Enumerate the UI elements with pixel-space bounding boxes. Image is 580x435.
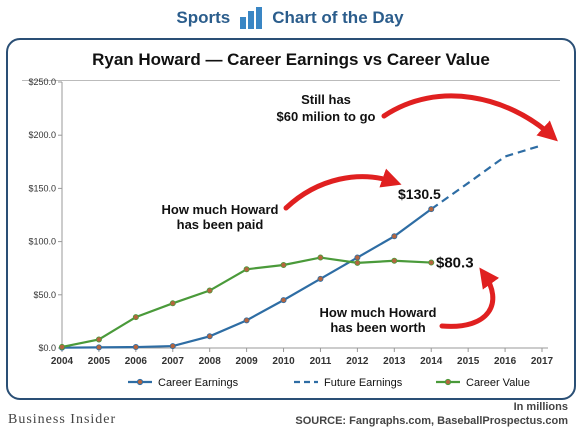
x-tick-label: 2008 [199,356,222,367]
x-tick-label: 2015 [457,356,480,367]
x-tick-label: 2012 [346,356,369,367]
units-note: In millions [513,401,568,413]
data-point [243,317,250,324]
bar-logo-icon [240,7,263,29]
data-point [59,343,66,350]
data-point [206,333,213,340]
data-point [280,262,287,269]
data-point [95,336,102,343]
x-tick-label: 2016 [494,356,517,367]
legend-label: Career Earnings [158,377,239,389]
data-point [354,259,361,266]
paid-callout: has been paid [177,217,264,232]
legend-label: Future Earnings [324,377,403,389]
value-end-label: $80.3 [436,255,474,272]
data-point [391,233,398,240]
data-point [206,287,213,294]
data-point [428,259,435,266]
series-line-future-earnings [430,144,543,211]
x-tick-label: 2010 [272,356,295,367]
paid-callout: How much Howard [161,202,278,217]
business-insider-logo: Business Insider [8,412,117,427]
x-tick-label: 2011 [310,356,332,367]
chart-card: Ryan Howard — Career Earnings vs Career … [6,38,576,400]
y-tick-label: $250.0 [28,77,56,87]
y-tick-label: $150.0 [28,183,56,193]
data-point [354,254,361,261]
y-tick-label: $50.0 [33,290,56,300]
still-has-callout: Still has [301,92,351,107]
data-point [317,254,324,261]
data-point [169,300,176,307]
chart-title: Ryan Howard — Career Earnings vs Career … [92,50,490,69]
x-tick-label: 2013 [383,356,406,367]
y-tick-label: $0.0 [38,343,56,353]
title-divider [22,80,560,81]
legend-label: Career Value [466,377,530,389]
data-point [317,275,324,282]
data-point [132,314,139,321]
x-tick-label: 2007 [162,356,185,367]
worth-callout: How much Howard [319,305,436,320]
y-tick-label: $100.0 [28,237,56,247]
x-tick-label: 2006 [125,356,148,367]
x-tick-label: 2004 [51,356,74,367]
legend-marker [444,378,452,386]
data-point [428,206,435,213]
red-arrow-icon [283,168,402,211]
data-point [391,257,398,264]
data-point [243,266,250,273]
banner-sports-label: Sports [176,8,231,27]
legend-marker [136,378,144,386]
line-chart: $0.0 $50.0 $100.0 $150.0 $200.0 $250.0 2004 200… [28,77,558,389]
red-arrow-icon [381,93,558,142]
data-point [132,344,139,351]
data-point [280,297,287,304]
source-note: SOURCE: Fangraphs.com, BaseballProspectu… [295,415,568,427]
x-tick-label: 2017 [531,356,554,367]
earnings-end-label: $130.5 [398,186,441,202]
worth-callout: has been worth [330,320,425,335]
still-has-callout: $60 milion to go [277,109,376,124]
x-tick-label: 2009 [235,356,258,367]
red-arrow-icon [439,267,500,329]
chart-of-the-day-banner: Sports Chart of the Day [0,0,580,36]
data-point [95,344,102,351]
x-tick-label: 2005 [88,356,111,367]
x-tick-label: 2014 [420,356,443,367]
y-tick-label: $200.0 [28,130,56,140]
banner-title: Chart of the Day [272,8,404,27]
data-point [169,343,176,350]
